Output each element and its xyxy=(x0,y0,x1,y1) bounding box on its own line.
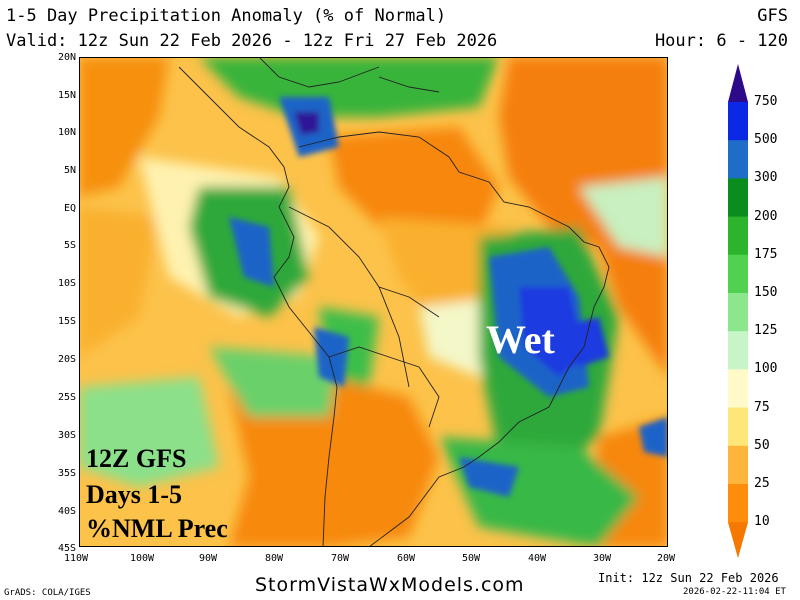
lat-label: 45S xyxy=(57,543,76,554)
colorbar-level-label: 200 xyxy=(754,208,778,224)
colorbar-swatch xyxy=(728,445,748,485)
colorbar-level-label: 125 xyxy=(754,323,778,339)
lat-label: 5N xyxy=(63,165,76,176)
colorbar xyxy=(728,64,748,559)
colorbar-swatch xyxy=(728,102,748,141)
map-canvas xyxy=(79,56,668,548)
colorbar-level-label: 300 xyxy=(754,170,778,186)
lon-label: 80W xyxy=(265,553,284,564)
site-name: StormVistaWxModels.com xyxy=(255,574,525,596)
colorbar-level-label: 10 xyxy=(754,514,770,530)
colorbar-swatch xyxy=(728,178,748,218)
init-time: Init: 12z Sun 22 Feb 2026 xyxy=(598,571,779,585)
lat-label: 25S xyxy=(57,392,76,403)
lon-label: 100W xyxy=(130,553,155,564)
wet-region-label: Wet xyxy=(486,317,555,362)
lat-label: 35S xyxy=(57,468,76,479)
lat-label: 20S xyxy=(57,354,76,365)
coastlines xyxy=(178,56,610,548)
overlay-field-label: %NML Prec xyxy=(86,514,228,543)
lon-label: 20W xyxy=(657,553,676,564)
colorbar-level-label: 175 xyxy=(754,246,778,262)
precip-anomaly-map xyxy=(79,56,668,548)
model-name: GFS xyxy=(757,6,788,26)
lon-label: 30W xyxy=(593,553,612,564)
forecast-hours: Hour: 6 - 120 xyxy=(654,31,788,51)
colorbar-swatch xyxy=(728,216,748,256)
lat-label: 5S xyxy=(63,240,76,251)
colorbar-level-label: 500 xyxy=(754,132,778,148)
colorbar-level-label: 100 xyxy=(754,361,778,377)
colorbar-swatch xyxy=(728,484,748,523)
chart-title: 1-5 Day Precipitation Anomaly (% of Norm… xyxy=(6,6,447,26)
lat-label: 10S xyxy=(57,278,76,289)
timestamp: 2026-02-22-11:04 ET xyxy=(683,587,786,597)
overlay-model-label: 12Z GFS xyxy=(86,444,187,473)
colorbar-top-arrow xyxy=(728,64,748,102)
colorbar-level-label: 150 xyxy=(754,285,778,300)
wet-anomaly-cores xyxy=(229,97,668,497)
lat-label: 15S xyxy=(57,316,76,327)
colorbar-swatch xyxy=(728,369,748,409)
lon-label: 90W xyxy=(199,553,218,564)
lon-label: 60W xyxy=(397,553,416,564)
colorbar-swatch xyxy=(728,293,748,332)
lon-label: 70W xyxy=(331,553,350,564)
lat-label: 20N xyxy=(57,52,76,63)
overlay-days-label: Days 1-5 xyxy=(86,480,183,509)
colorbar-level-label: 50 xyxy=(754,437,770,453)
lat-label: 10N xyxy=(57,127,76,138)
colorbar-swatch xyxy=(728,140,748,179)
lon-label: 40W xyxy=(528,553,547,564)
colorbar-bottom-arrow xyxy=(728,522,748,559)
lat-label: EQ xyxy=(63,203,76,214)
map-border xyxy=(79,57,668,547)
colorbar-swatch xyxy=(728,407,748,447)
colorbar-level-label: 25 xyxy=(754,476,770,491)
valid-period: Valid: 12z Sun 22 Feb 2026 - 12z Fri 27 … xyxy=(6,31,498,51)
colorbar-level-label: 750 xyxy=(754,94,778,109)
lon-label: 110W xyxy=(64,553,89,564)
grads-credit: GrADS: COLA/IGES xyxy=(4,588,91,598)
lat-label: 40S xyxy=(57,506,76,517)
colorbar-swatch xyxy=(728,331,748,370)
lat-label: 15N xyxy=(57,90,76,101)
lat-label: 30S xyxy=(57,430,76,441)
lon-label: 50W xyxy=(462,553,481,564)
colorbar-level-label: 75 xyxy=(754,399,770,415)
colorbar-swatch xyxy=(728,254,748,294)
